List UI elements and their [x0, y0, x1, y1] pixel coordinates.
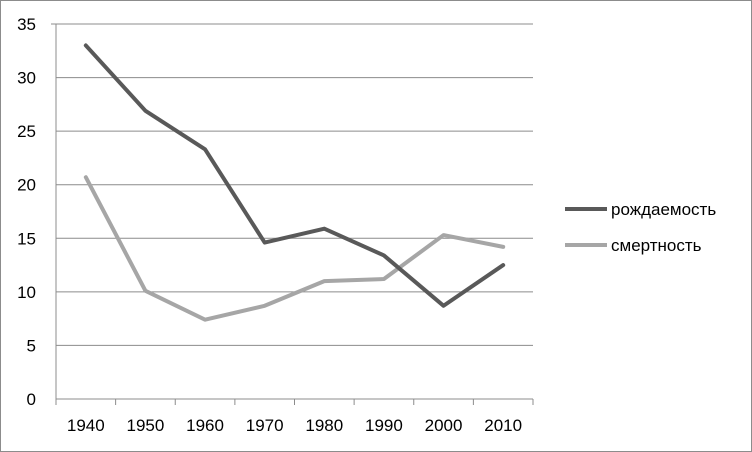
series-line-0	[83, 43, 506, 308]
y-axis-tick-labels: 0 5 10 15 20 25 30 35	[17, 15, 36, 409]
y-tick-label: 10	[17, 283, 36, 302]
legend-label: смертность	[611, 236, 702, 255]
y-tick-label: 0	[27, 390, 36, 409]
x-axis-tick-labels: 1940 1950 1960 1970 1980 1990 2000 2010	[67, 416, 522, 435]
series-lines	[83, 43, 506, 322]
x-tick-label: 1950	[127, 416, 165, 435]
x-tick-label: 2000	[425, 416, 463, 435]
x-tick-label: 1980	[305, 416, 343, 435]
y-tick-label: 25	[17, 122, 36, 141]
x-tick-label: 2010	[484, 416, 522, 435]
axes	[51, 23, 534, 405]
legend-label: рождаемость	[611, 200, 716, 219]
y-tick-label: 20	[17, 176, 36, 195]
x-tick-label: 1970	[246, 416, 284, 435]
x-tick-label: 1990	[365, 416, 403, 435]
gridlines	[56, 23, 533, 346]
y-tick-label: 30	[17, 69, 36, 88]
y-tick-label: 35	[17, 15, 36, 34]
series-line-1	[83, 175, 506, 322]
x-tick-label: 1940	[67, 416, 105, 435]
x-tick-label: 1960	[186, 416, 224, 435]
y-tick-label: 5	[27, 336, 36, 355]
y-tick-label: 15	[17, 229, 36, 248]
legend: рождаемость смертность	[565, 200, 716, 255]
